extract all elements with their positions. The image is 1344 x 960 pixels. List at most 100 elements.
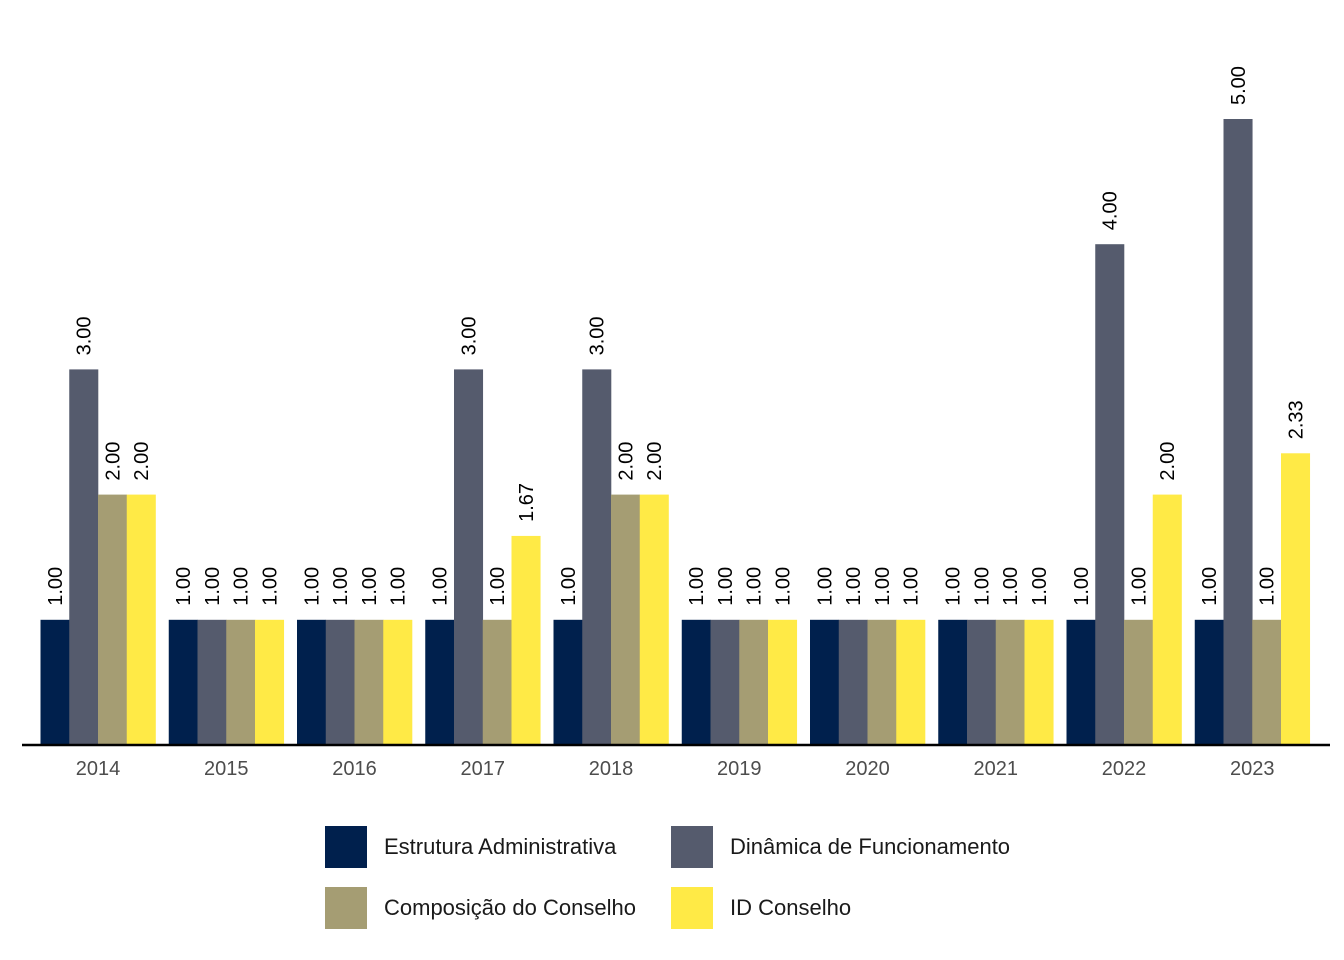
bar bbox=[639, 494, 669, 745]
bar-value-label: 2.00 bbox=[644, 442, 666, 481]
bar-value-label: 2.00 bbox=[131, 442, 153, 481]
bar bbox=[1194, 619, 1224, 745]
bar-value-label: 1.00 bbox=[971, 567, 993, 606]
bar bbox=[611, 494, 641, 745]
bar bbox=[553, 619, 583, 745]
legend-swatch bbox=[325, 826, 367, 868]
bar bbox=[739, 619, 769, 745]
bar-value-label: 1.00 bbox=[814, 567, 836, 606]
legend-swatch bbox=[671, 887, 713, 929]
x-tick-labels-group: 2014 2015 2016 2017 2018 2019 2020 2021 2022 2023 bbox=[76, 758, 1275, 780]
bar bbox=[255, 619, 285, 745]
bar-value-label: 3.00 bbox=[74, 316, 96, 355]
bar-value-label: 1.00 bbox=[843, 567, 865, 606]
bar bbox=[867, 619, 897, 745]
bar bbox=[838, 619, 868, 745]
bar-value-label: 1.00 bbox=[901, 567, 923, 606]
x-tick-label: 2019 bbox=[717, 758, 762, 780]
legend-item-dinamica-de-funcionamento: Dinâmica de Funcionamento bbox=[671, 826, 1010, 868]
x-tick-label: 2017 bbox=[461, 758, 506, 780]
bar-value-label: 1.67 bbox=[516, 483, 538, 522]
bar bbox=[297, 619, 327, 745]
bar-value-label: 2.00 bbox=[615, 442, 637, 481]
bar bbox=[511, 535, 541, 745]
bar-value-label: 1.00 bbox=[388, 567, 410, 606]
bar bbox=[168, 619, 198, 745]
bar-value-label: 1.00 bbox=[872, 567, 894, 606]
legend: Estrutura Administrativa Dinâmica de Fun… bbox=[325, 826, 1045, 936]
bar bbox=[710, 619, 740, 745]
bar bbox=[967, 619, 997, 745]
bar bbox=[69, 369, 99, 745]
legend-item-estrutura-administrativa: Estrutura Administrativa bbox=[325, 826, 616, 868]
x-tick-label: 2016 bbox=[332, 758, 377, 780]
bar-value-label: 1.00 bbox=[173, 567, 195, 606]
bar bbox=[1095, 244, 1125, 745]
bar bbox=[768, 619, 798, 745]
bar bbox=[226, 619, 256, 745]
bar bbox=[197, 619, 227, 745]
bar bbox=[354, 619, 384, 745]
value-labels-group: 1.00 3.00 2.00 2.00 1.00 1.00 1.00 1.00 1.00 1.00… bbox=[45, 66, 1308, 606]
bar bbox=[681, 619, 711, 745]
legend-label: Composição do Conselho bbox=[384, 895, 636, 920]
bar-value-label: 1.00 bbox=[772, 567, 794, 606]
bar-value-label: 1.00 bbox=[301, 567, 323, 606]
bar-value-label: 1.00 bbox=[430, 567, 452, 606]
legend-label: Estrutura Administrativa bbox=[384, 834, 617, 859]
legend-swatch bbox=[671, 826, 713, 868]
bar bbox=[126, 494, 156, 745]
bar bbox=[482, 619, 512, 745]
x-tick-label: 2021 bbox=[974, 758, 1019, 780]
legend-item-composicao-do-conselho: Composição do Conselho bbox=[325, 887, 636, 929]
bar bbox=[938, 619, 968, 745]
bar bbox=[582, 369, 612, 745]
bar-value-label: 1.00 bbox=[686, 567, 708, 606]
bar-value-label: 1.00 bbox=[1000, 567, 1022, 606]
bar-value-label: 1.00 bbox=[330, 567, 352, 606]
bar-value-label: 3.00 bbox=[458, 316, 480, 355]
bar-value-label: 1.00 bbox=[1199, 567, 1221, 606]
bar-value-label: 2.00 bbox=[102, 442, 124, 481]
bar bbox=[1152, 494, 1182, 745]
bar bbox=[1124, 619, 1154, 745]
bar bbox=[1024, 619, 1054, 745]
bar-value-label: 5.00 bbox=[1228, 66, 1250, 105]
bar-chart: 1.00 3.00 2.00 2.00 1.00 1.00 1.00 1.00 1.00 1.00… bbox=[22, 66, 1330, 780]
bar bbox=[995, 619, 1025, 745]
legend-label: Dinâmica de Funcionamento bbox=[730, 834, 1011, 859]
x-tick-label: 2022 bbox=[1102, 758, 1147, 780]
bar-value-label: 2.00 bbox=[1157, 442, 1179, 481]
legend-swatch bbox=[325, 887, 367, 929]
bar bbox=[325, 619, 355, 745]
x-tick-label: 2018 bbox=[589, 758, 634, 780]
bar bbox=[1066, 619, 1096, 745]
bar-value-label: 1.00 bbox=[231, 567, 253, 606]
bars-group bbox=[40, 119, 1311, 745]
bar bbox=[1252, 619, 1282, 745]
bar bbox=[425, 619, 455, 745]
bar-value-label: 3.00 bbox=[587, 316, 609, 355]
bar bbox=[40, 619, 70, 745]
bar-value-label: 1.00 bbox=[259, 567, 281, 606]
bar-value-label: 1.00 bbox=[715, 567, 737, 606]
bar bbox=[454, 369, 484, 745]
bar bbox=[98, 494, 128, 745]
bar bbox=[1281, 453, 1311, 745]
x-tick-label: 2014 bbox=[76, 758, 121, 780]
bar bbox=[1223, 119, 1253, 745]
legend-item-id-conselho: ID Conselho bbox=[671, 887, 851, 929]
bar-value-label: 1.00 bbox=[1257, 567, 1279, 606]
bar-value-label: 4.00 bbox=[1100, 191, 1122, 230]
bar-value-label: 1.00 bbox=[1128, 567, 1150, 606]
bar-value-label: 1.00 bbox=[487, 567, 509, 606]
bar-value-label: 1.00 bbox=[1071, 567, 1093, 606]
bar-value-label: 1.00 bbox=[744, 567, 766, 606]
bar-value-label: 1.00 bbox=[202, 567, 224, 606]
x-tick-label: 2015 bbox=[204, 758, 249, 780]
bar-value-label: 1.00 bbox=[1029, 567, 1051, 606]
x-tick-label: 2023 bbox=[1230, 758, 1275, 780]
bar bbox=[810, 619, 840, 745]
bar-value-label: 1.00 bbox=[45, 567, 67, 606]
x-tick-label: 2020 bbox=[845, 758, 890, 780]
